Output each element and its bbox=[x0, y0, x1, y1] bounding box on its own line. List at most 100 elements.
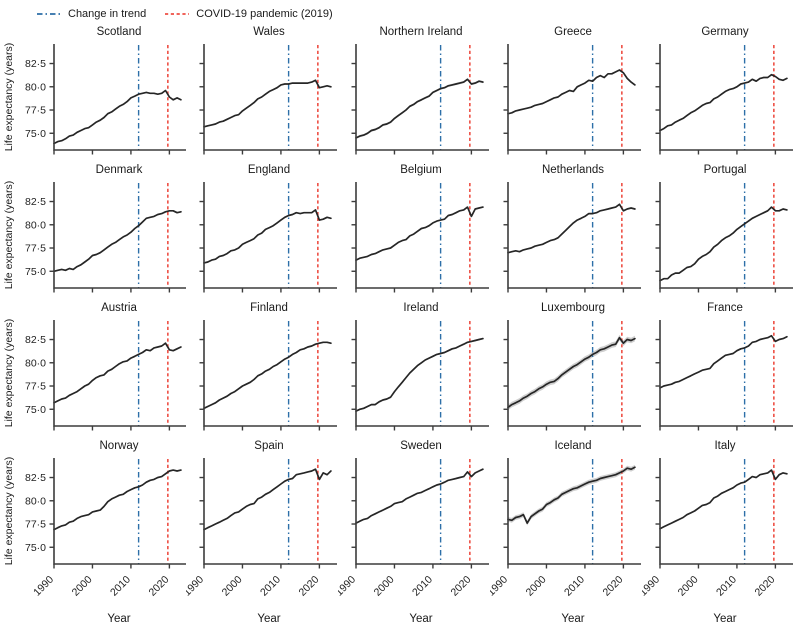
chart-germany bbox=[655, 44, 793, 155]
y-tick-label: 80·0 bbox=[25, 219, 46, 231]
x-tick-label: 1990 bbox=[186, 574, 206, 599]
panel-title-luxembourg: Luxembourg bbox=[541, 302, 605, 314]
x-tick-label: 2000 bbox=[676, 574, 701, 599]
x-tick-label: 2010 bbox=[108, 574, 133, 599]
life-expectancy-series bbox=[507, 336, 636, 409]
life-expectancy-series bbox=[659, 469, 788, 530]
panel-sweden: Sweden 1990 2000 2010 2020 Year bbox=[338, 439, 490, 630]
life-expectancy-series bbox=[659, 206, 788, 282]
y-tick-label: 77·5 bbox=[25, 105, 46, 117]
panel-title-spain: Spain bbox=[254, 440, 284, 452]
panel-greece: Greece bbox=[490, 25, 642, 161]
y-tick-label: 77·5 bbox=[25, 381, 46, 393]
legend-item-change-in-trend: Change in trend bbox=[36, 8, 146, 20]
y-tick-label: 80·0 bbox=[25, 357, 46, 369]
y-tick-label: 77·5 bbox=[25, 243, 46, 255]
panel-iceland: Iceland 1990 2000 2010 2020 Year bbox=[490, 439, 642, 630]
chart-portugal bbox=[655, 182, 793, 293]
y-axis-label: Life expectancy (years) bbox=[3, 43, 15, 152]
life-expectancy-series bbox=[53, 469, 182, 531]
panel-title-finland: Finland bbox=[250, 302, 288, 314]
confidence-band bbox=[508, 334, 635, 411]
panel-title-denmark: Denmark bbox=[95, 164, 143, 176]
chart-spain: 1990 2000 2010 2020 Year bbox=[186, 458, 337, 625]
panel-title-scotland: Scotland bbox=[96, 26, 142, 38]
x-tick-label: 2010 bbox=[410, 574, 435, 599]
life-expectancy-series bbox=[659, 334, 788, 389]
chart-belgium bbox=[351, 182, 489, 293]
axes bbox=[53, 182, 186, 289]
chart-netherlands bbox=[503, 182, 641, 293]
chart-norway: 75·0 77·5 80·0 82·5 1990 2000 2010 2020 Life exp… bbox=[3, 457, 186, 625]
panel-denmark: Denmark 75·0 77·5 80·0 82·5 Life expectancy (… bbox=[0, 163, 186, 299]
life-expectancy-series bbox=[203, 468, 332, 531]
chart-italy: 1990 2000 2010 2020 Year bbox=[642, 458, 793, 625]
x-tick-label: 2000 bbox=[70, 574, 95, 599]
chart-luxembourg bbox=[503, 320, 641, 431]
panel-title-england: England bbox=[247, 164, 291, 176]
life-expectancy-series bbox=[355, 78, 484, 139]
panel-italy: Italy 1990 2000 2010 2020 Year bbox=[642, 439, 794, 630]
panel-wales: Wales bbox=[186, 25, 338, 161]
life-expectancy-series bbox=[659, 73, 788, 132]
chart-iceland: 1990 2000 2010 2020 Year bbox=[490, 458, 641, 625]
y-axis-label: Life expectancy (years) bbox=[3, 319, 15, 428]
panel-norway: Norway 75·0 77·5 80·0 82·5 1990 2000 2010 2020 Li… bbox=[0, 439, 186, 630]
panel-spain: Spain 1990 2000 2010 2020 Year bbox=[186, 439, 338, 630]
panel-germany: Germany bbox=[642, 25, 794, 161]
panel-france: France bbox=[642, 301, 794, 437]
y-axis-label: Life expectancy (years) bbox=[3, 457, 15, 566]
life-expectancy-series bbox=[507, 69, 636, 115]
chart-france bbox=[655, 320, 793, 431]
y-axis-label: Life expectancy (years) bbox=[3, 181, 15, 290]
x-tick-label: 2000 bbox=[372, 574, 397, 599]
life-expectancy-series bbox=[203, 341, 332, 410]
y-tick-label: 77·5 bbox=[25, 519, 46, 531]
panel-belgium: Belgium bbox=[338, 163, 490, 299]
axes bbox=[53, 320, 186, 427]
x-tick-label: 1990 bbox=[490, 574, 510, 599]
panel-title-france: France bbox=[707, 302, 743, 314]
panel-england: England bbox=[186, 163, 338, 299]
life-expectancy-series bbox=[203, 209, 332, 264]
x-axis-label: Year bbox=[409, 613, 432, 625]
chart-ireland bbox=[351, 320, 489, 431]
life-expectancy-series bbox=[355, 206, 484, 261]
legend-label-change-in-trend: Change in trend bbox=[68, 8, 147, 20]
panel-title-wales: Wales bbox=[253, 26, 285, 38]
x-axis-label: Year bbox=[713, 613, 736, 625]
x-tick-label: 2020 bbox=[753, 574, 778, 599]
y-tick-label: 82·5 bbox=[25, 334, 46, 346]
x-tick-label: 2010 bbox=[562, 574, 587, 599]
chart-finland bbox=[199, 320, 337, 431]
chart-scotland: 75·0 77·5 80·0 82·5 Life expectancy (years) bbox=[3, 43, 186, 155]
panel-title-northern-ireland: Northern Ireland bbox=[379, 26, 463, 38]
panel-title-ireland: Ireland bbox=[403, 302, 439, 314]
legend: Change in trend COVID-19 pandemic (2019) bbox=[0, 0, 800, 23]
legend-item-covid: COVID-19 pandemic (2019) bbox=[164, 8, 333, 20]
life-expectancy-series bbox=[53, 209, 182, 273]
x-axis-label: Year bbox=[107, 613, 130, 625]
x-axis-label: Year bbox=[257, 613, 280, 625]
panel-scotland: Scotland 75·0 77·5 80·0 82·5 Life expectancy … bbox=[0, 25, 186, 161]
covid-dashed-line-icon bbox=[165, 13, 190, 15]
chart-wales bbox=[199, 44, 337, 155]
y-tick-label: 75·0 bbox=[25, 128, 46, 140]
y-tick-label: 80·0 bbox=[25, 81, 46, 93]
x-axis-label: Year bbox=[561, 613, 584, 625]
panel-netherlands: Netherlands bbox=[490, 163, 642, 299]
panel-title-germany: Germany bbox=[701, 26, 749, 38]
y-tick-label: 75·0 bbox=[25, 404, 46, 416]
panel-title-portugal: Portugal bbox=[703, 164, 747, 176]
y-tick-label: 82·5 bbox=[25, 196, 46, 208]
y-tick-label: 75·0 bbox=[25, 542, 46, 554]
chart-england bbox=[199, 182, 337, 293]
x-tick-label: 2000 bbox=[524, 574, 549, 599]
x-tick-label: 2000 bbox=[220, 574, 245, 599]
y-tick-label: 82·5 bbox=[25, 58, 46, 70]
x-tick-label: 1990 bbox=[31, 574, 56, 599]
confidence-band bbox=[356, 337, 483, 412]
x-tick-label: 2020 bbox=[297, 574, 322, 599]
chart-sweden: 1990 2000 2010 2020 Year bbox=[338, 458, 489, 625]
